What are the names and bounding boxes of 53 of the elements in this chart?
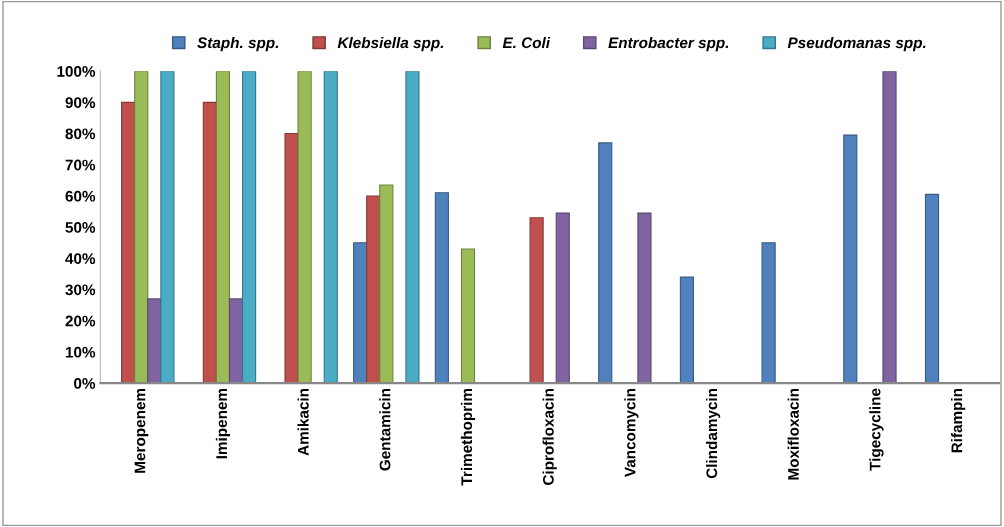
- x-tick-label: Vancomycin: [624, 388, 639, 478]
- legend-label: Pseudomanas spp.: [787, 36, 926, 52]
- y-tick-label: 0%: [74, 378, 96, 389]
- bar: [147, 298, 162, 384]
- x-tick-label: Moxifloxacin: [787, 388, 799, 480]
- x-tick-label: Gentamicin: [379, 388, 391, 471]
- x-tick-label: Rifampin: [951, 388, 966, 453]
- bar: [555, 212, 570, 384]
- bar: [460, 248, 476, 384]
- bar: [637, 212, 652, 384]
- bar: [882, 71, 897, 384]
- bar: [134, 71, 149, 384]
- bar: [679, 276, 695, 384]
- bar: [121, 101, 136, 384]
- bar: [529, 217, 544, 384]
- y-tick-label: 20%: [65, 315, 96, 327]
- bar: [379, 184, 394, 384]
- bar: [228, 298, 244, 384]
- bar: [924, 193, 940, 384]
- y-tick-label: 50%: [65, 222, 96, 233]
- y-tick-label: 100%: [57, 66, 96, 77]
- x-tick-label: Clindamycin: [705, 388, 721, 479]
- bar: [323, 71, 338, 384]
- bar: [160, 71, 175, 384]
- legend-label: Klebsiella spp.: [337, 36, 444, 52]
- bar: [366, 195, 381, 384]
- bar: [434, 192, 449, 384]
- bar: [202, 101, 217, 384]
- bar: [405, 71, 420, 384]
- y-tick-label: 90%: [65, 97, 96, 109]
- bar: [598, 142, 613, 384]
- y-tick-label: 40%: [65, 253, 96, 265]
- x-tick-label: Amikacin: [297, 388, 309, 456]
- x-tick-label: Tigecycline: [869, 388, 884, 471]
- x-tick-label: Imipenem: [215, 388, 231, 459]
- x-tick-label: Trimethoprim: [460, 388, 476, 486]
- bar: [241, 71, 257, 384]
- legend-label: E. Coli: [502, 36, 551, 49]
- y-tick-label: 70%: [65, 159, 96, 171]
- x-tick-label: Meropenem: [134, 388, 149, 473]
- legend-label: Staph. spp.: [197, 36, 279, 52]
- bar: [843, 134, 858, 384]
- x-tick-label: Ciprofloxacin: [542, 388, 557, 485]
- y-tick-label: 30%: [65, 284, 96, 296]
- bar: [297, 71, 312, 384]
- bar: [761, 242, 776, 384]
- bar: [215, 71, 231, 384]
- bar: [284, 132, 299, 384]
- y-tick-label: 10%: [65, 346, 96, 358]
- y-tick-label: 60%: [65, 190, 96, 202]
- legend-label: Entrobacter spp.: [608, 36, 729, 52]
- y-tick-label: 80%: [65, 128, 96, 140]
- bar: [353, 242, 368, 384]
